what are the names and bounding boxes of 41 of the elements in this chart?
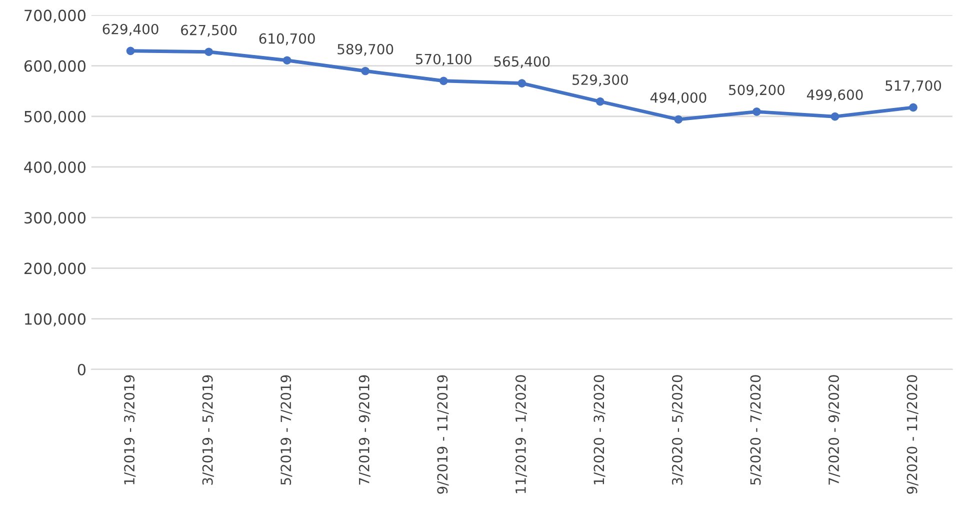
point <box>204 48 213 56</box>
x-tick-label: 7/2019 - 9/2019 <box>358 375 370 485</box>
data-label: 509,200 <box>729 84 784 97</box>
x-tick-label: 9/2020 - 11/2020 <box>906 375 918 494</box>
y-tick-label: 700,000 <box>24 10 86 23</box>
point <box>596 97 604 106</box>
y-tick-label: 300,000 <box>24 212 86 226</box>
point <box>830 112 840 121</box>
data-label: 494,000 <box>650 92 706 104</box>
data-label: 610,700 <box>259 33 315 46</box>
x-tick-label: 1/2020 - 3/2020 <box>594 375 606 484</box>
x-tick-label: 3/2020 - 5/2020 <box>672 375 684 485</box>
y-tick-label: 0 <box>78 364 86 376</box>
data-label: 529,300 <box>572 74 628 86</box>
x-tick-label: 5/2020 - 7/2020 <box>750 375 762 485</box>
point <box>909 103 918 112</box>
y-tick-label: 200,000 <box>24 262 86 276</box>
x-tick-label: 1/2019 - 3/2019 <box>124 375 136 484</box>
point <box>752 108 761 116</box>
y-tick-label: 100,000 <box>25 313 86 326</box>
point <box>361 66 370 76</box>
data-label: 499,600 <box>806 89 863 102</box>
data-label: 517,700 <box>886 80 942 92</box>
data-label: 589,700 <box>338 44 394 56</box>
y-tick-label: 400,000 <box>24 161 86 175</box>
x-tick-label: 3/2019 - 5/2019 <box>202 375 214 485</box>
data-label: 629,400 <box>102 24 158 36</box>
point <box>674 115 683 124</box>
point <box>439 76 448 86</box>
x-tick-label: 9/2019 - 11/2019 <box>437 375 449 494</box>
data-label: 565,400 <box>494 56 550 68</box>
data-label: 627,500 <box>181 24 237 37</box>
y-tick-label: 600,000 <box>24 60 86 74</box>
x-tick-label: 7/2020 - 9/2020 <box>828 375 840 485</box>
x-tick-label: 5/2019 - 7/2019 <box>280 375 292 485</box>
x-tick-label: 11/2019 - 1/2020 <box>515 375 528 494</box>
y-tick-label: 500,000 <box>24 110 86 124</box>
data-label: 570,100 <box>416 54 472 66</box>
point <box>126 46 135 56</box>
point <box>518 79 526 88</box>
point <box>282 56 292 65</box>
